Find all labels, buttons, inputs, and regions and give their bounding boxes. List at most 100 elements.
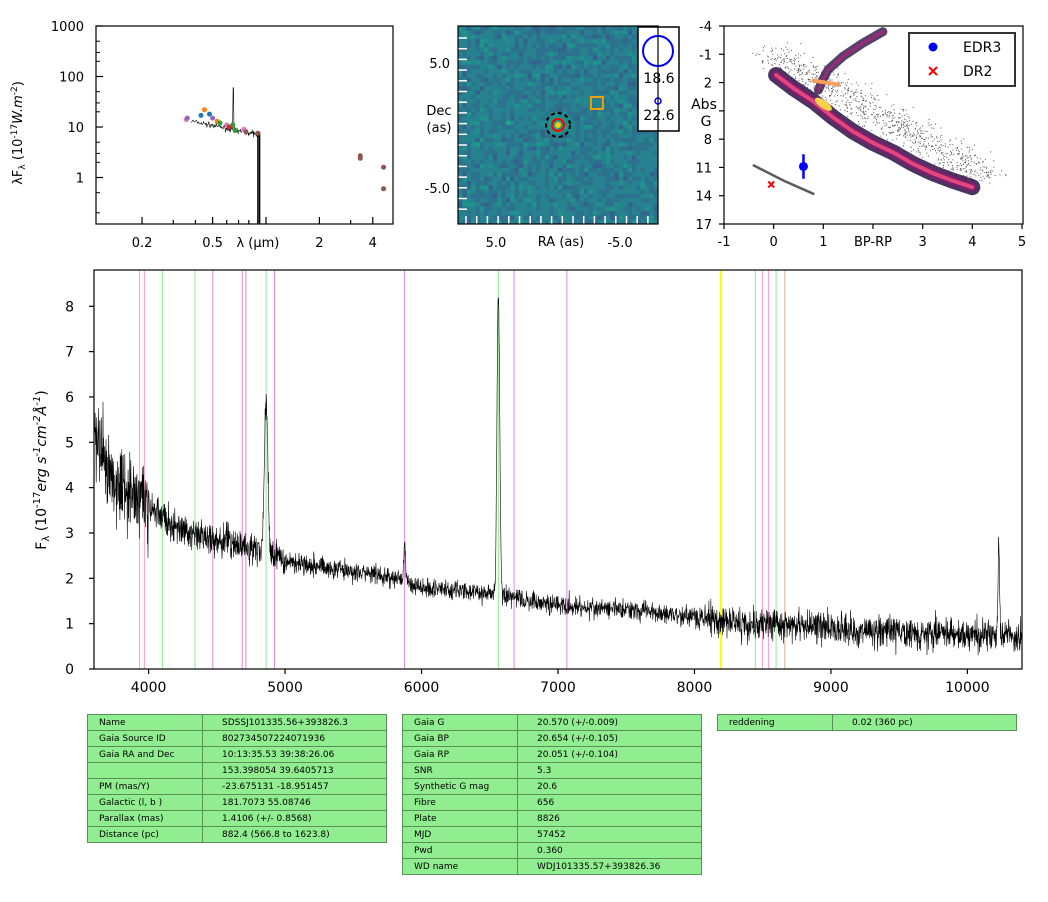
- image-pixel: [566, 77, 572, 83]
- hr-field-star: [922, 156, 924, 158]
- hr-field-star: [780, 57, 781, 59]
- image-pixel: [518, 73, 524, 79]
- image-pixel: [553, 150, 559, 156]
- image-pixel: [488, 202, 494, 208]
- image-pixel: [605, 34, 611, 40]
- image-pixel: [466, 43, 472, 48]
- image-pixel: [627, 202, 633, 208]
- hr-field-star: [805, 74, 807, 75]
- image-pixel: [614, 211, 620, 216]
- hr-field-star: [844, 110, 846, 112]
- image-pixel: [488, 90, 494, 96]
- hr-field-star: [903, 118, 905, 120]
- hr-field-star: [882, 120, 884, 121]
- image-pixel: [653, 185, 659, 190]
- hr-field-star: [842, 82, 844, 84]
- image-pixel: [653, 202, 659, 208]
- image-pixel: [579, 43, 585, 48]
- image-pixel: [518, 94, 524, 100]
- hr-field-star: [982, 175, 984, 177]
- image-pixel: [566, 51, 572, 57]
- hr-field-star: [941, 153, 943, 155]
- image-pixel: [514, 73, 520, 79]
- image-pixel: [510, 159, 515, 165]
- image-pixel: [505, 26, 511, 31]
- image-pixel: [536, 26, 542, 31]
- sed-photometry-point: [226, 124, 232, 130]
- hr-field-star: [798, 80, 800, 82]
- image-pixel: [501, 73, 507, 79]
- hr-field-star: [863, 106, 865, 108]
- image-pixel: [531, 26, 537, 31]
- image-pixel: [471, 125, 476, 130]
- image-pixel: [623, 125, 628, 130]
- image-pixel: [562, 99, 568, 104]
- image-pixel: [549, 176, 555, 182]
- hr-field-star: [787, 68, 789, 69]
- image-pixel: [601, 219, 607, 225]
- hr-field-star: [774, 58, 776, 59]
- image-pixel: [458, 107, 463, 113]
- image-pixel: [601, 129, 607, 134]
- image-pixel: [471, 77, 476, 83]
- image-pixel: [653, 133, 659, 139]
- table-value-cell: 882.4 (566.8 to 1623.8): [202, 826, 387, 843]
- image-pixel: [562, 146, 568, 152]
- image-pixel: [571, 90, 576, 96]
- hr-field-star: [989, 182, 991, 184]
- sed-photometry-point: [202, 107, 208, 113]
- image-pixel: [605, 155, 611, 160]
- hr-field-star: [920, 135, 922, 137]
- image-pixel: [458, 43, 463, 48]
- hr-field-star: [859, 106, 861, 108]
- image-pixel: [497, 81, 502, 87]
- image-pixel: [592, 99, 598, 104]
- hr-field-star: [850, 107, 852, 109]
- image-pixel: [536, 198, 542, 203]
- table-row: Gaia RA and Dec 10:13:35.53 39:38:26.06: [87, 746, 387, 763]
- image-pixel: [610, 34, 615, 40]
- hr-field-star: [856, 91, 858, 93]
- image-pixel: [501, 180, 507, 186]
- image-pixel: [531, 56, 537, 61]
- image-pixel: [479, 142, 485, 147]
- image-pixel: [592, 34, 598, 40]
- image-pixel: [571, 107, 576, 113]
- image-pixel: [475, 150, 481, 156]
- hr-field-star: [921, 145, 923, 147]
- hr-field-star: [929, 150, 931, 152]
- image-pixel: [618, 193, 624, 199]
- image-pixel: [540, 34, 546, 40]
- image-pixel: [540, 142, 546, 147]
- image-pixel: [618, 202, 624, 208]
- image-pixel: [505, 60, 511, 66]
- hr-field-star: [817, 77, 819, 79]
- hr-field-star: [986, 175, 988, 177]
- image-pixel: [562, 137, 568, 143]
- image-pixel: [640, 206, 646, 212]
- hr-field-star: [930, 134, 932, 136]
- image-pixel: [544, 94, 550, 100]
- sed-photometry-point: [210, 115, 216, 121]
- image-pixel: [553, 202, 559, 208]
- image-pixel: [505, 137, 511, 143]
- image-pixel: [501, 146, 507, 152]
- hr-field-star: [919, 154, 921, 156]
- image-pixel: [614, 47, 620, 53]
- image-pixel: [523, 34, 528, 40]
- image-pixel: [458, 215, 463, 221]
- image-pixel: [471, 150, 476, 156]
- image-pixel: [540, 185, 546, 190]
- image-pixel: [536, 180, 542, 186]
- image-pixel: [558, 81, 563, 87]
- image-pixel: [505, 94, 511, 100]
- image-pixel: [553, 90, 559, 96]
- image-pixel: [601, 73, 607, 79]
- image-pixel: [584, 133, 589, 139]
- image-pixel: [584, 193, 589, 199]
- image-pixel: [562, 193, 568, 199]
- image-pixel: [644, 193, 650, 199]
- hr-field-star: [837, 73, 839, 75]
- image-pixel: [497, 206, 502, 212]
- image-pixel: [514, 47, 520, 53]
